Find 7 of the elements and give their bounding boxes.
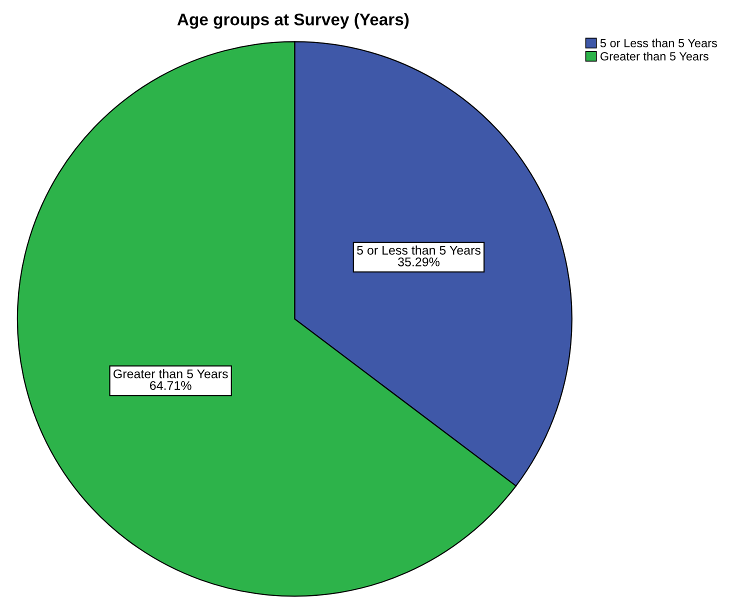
data-label: 64.71% <box>150 381 192 390</box>
data-label: 35.29% <box>398 257 440 266</box>
chart-title: Age groups at Survey (Years) <box>177 13 409 29</box>
legend-label: Greater than 5 Years <box>600 52 708 60</box>
slice-label: Greater than 5 Years <box>114 369 228 378</box>
slice-label: 5 or Less than 5 Years <box>357 246 480 255</box>
legend-label: 5 or Less than 5 Years <box>600 38 717 48</box>
